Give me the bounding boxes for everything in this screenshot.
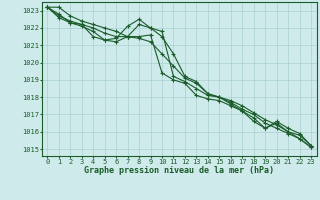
X-axis label: Graphe pression niveau de la mer (hPa): Graphe pression niveau de la mer (hPa) xyxy=(84,166,274,175)
